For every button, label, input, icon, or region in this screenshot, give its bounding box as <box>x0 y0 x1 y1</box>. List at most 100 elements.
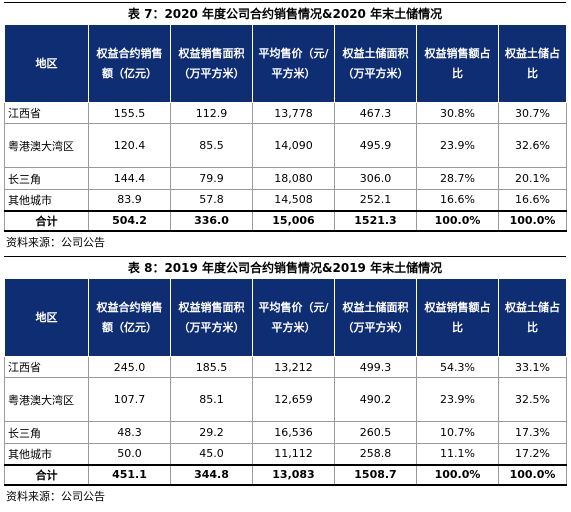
value-cell: 83.9 <box>88 189 171 211</box>
header-cell: 地区 <box>4 24 89 103</box>
value-cell: 260.5 <box>334 421 417 444</box>
header-cell: 权益土储占比 <box>498 24 567 103</box>
value-cell: 32.5% <box>498 377 567 422</box>
value-cell: 490.2 <box>334 377 417 422</box>
total-row: 合计 504.2 336.0 15,006 1521.3 100.0% 100.… <box>4 209 567 232</box>
table-row: 长三角 48.3 29.2 16,536 260.5 10.7% 17.3% <box>4 421 567 444</box>
value-cell: 20.1% <box>498 167 567 190</box>
value-cell: 107.7 <box>88 377 171 422</box>
table-caption: 表 7：2020 年度公司合约销售情况&2020 年末土储情况 <box>4 2 566 24</box>
source-note: 资料来源：公司公告 <box>6 235 105 249</box>
value-cell: 16,536 <box>252 421 335 444</box>
region-cell: 长三角 <box>4 167 89 190</box>
value-cell: 14,090 <box>252 123 335 168</box>
value-cell: 48.3 <box>88 421 171 444</box>
value-cell: 499.3 <box>334 356 417 378</box>
value-cell: 12,659 <box>252 377 335 422</box>
table-row: 江西省 155.5 112.9 13,778 467.3 30.8% 30.7% <box>4 102 567 124</box>
total-cell: 100.0% <box>416 463 499 486</box>
value-cell: 17.3% <box>498 421 567 444</box>
value-cell: 32.6% <box>498 123 567 168</box>
value-cell: 13,778 <box>252 102 335 124</box>
table-caption: 表 8：2019 年度公司合约销售情况&2019 年末土储情况 <box>4 256 566 278</box>
total-cell: 100.0% <box>498 209 567 232</box>
header-row: 地区 权益合约销售额（亿元） 权益销售面积（万平方米） 平均售价（元/平方米） … <box>4 24 567 103</box>
value-cell: 13,212 <box>252 356 335 378</box>
header-cell: 权益土储面积（万平方米） <box>334 24 417 103</box>
value-cell: 85.1 <box>170 377 253 422</box>
value-cell: 306.0 <box>334 167 417 190</box>
table-block-2020: 表 7：2020 年度公司合约销售情况&2020 年末土储情况 地区 权益合约销… <box>4 2 567 254</box>
table-row: 长三角 144.4 79.9 18,080 306.0 28.7% 20.1% <box>4 167 567 190</box>
value-cell: 18,080 <box>252 167 335 190</box>
header-cell: 权益销售面积（万平方米） <box>170 278 253 357</box>
value-cell: 30.8% <box>416 102 499 124</box>
total-cell: 13,083 <box>252 463 335 486</box>
total-cell: 1508.7 <box>334 463 417 486</box>
header-cell: 权益销售额占比 <box>416 278 499 357</box>
region-cell: 其他城市 <box>4 443 89 465</box>
total-cell: 451.1 <box>88 463 171 486</box>
table-block-2019: 表 8：2019 年度公司合约销售情况&2019 年末土储情况 地区 权益合约销… <box>4 256 567 508</box>
value-cell: 29.2 <box>170 421 253 444</box>
header-cell: 地区 <box>4 278 89 357</box>
value-cell: 120.4 <box>88 123 171 168</box>
total-label: 合计 <box>4 209 89 232</box>
header-cell: 权益合约销售额（亿元） <box>88 278 171 357</box>
header-cell: 权益销售面积（万平方米） <box>170 24 253 103</box>
total-row: 合计 451.1 344.8 13,083 1508.7 100.0% 100.… <box>4 463 567 486</box>
total-label: 合计 <box>4 463 89 486</box>
header-cell: 平均售价（元/平方米） <box>252 278 335 357</box>
value-cell: 33.1% <box>498 356 567 378</box>
value-cell: 14,508 <box>252 189 335 211</box>
table-row: 粤港澳大湾区 120.4 85.5 14,090 495.9 23.9% 32.… <box>4 123 567 168</box>
region-cell: 粤港澳大湾区 <box>4 123 89 168</box>
value-cell: 57.8 <box>170 189 253 211</box>
value-cell: 79.9 <box>170 167 253 190</box>
value-cell: 495.9 <box>334 123 417 168</box>
table-row: 其他城市 50.0 45.0 11,112 258.8 11.1% 17.2% <box>4 443 567 465</box>
source-note: 资料来源：公司公告 <box>6 489 105 503</box>
table-row: 粤港澳大湾区 107.7 85.1 12,659 490.2 23.9% 32.… <box>4 377 567 422</box>
value-cell: 23.9% <box>416 377 499 422</box>
sales-table-2019: 地区 权益合约销售额（亿元） 权益销售面积（万平方米） 平均售价（元/平方米） … <box>4 278 567 486</box>
region-cell: 江西省 <box>4 102 89 124</box>
total-cell: 15,006 <box>252 209 335 232</box>
value-cell: 10.7% <box>416 421 499 444</box>
value-cell: 258.8 <box>334 443 417 465</box>
total-cell: 100.0% <box>416 209 499 232</box>
value-cell: 54.3% <box>416 356 499 378</box>
header-cell: 权益土储面积（万平方米） <box>334 278 417 357</box>
value-cell: 112.9 <box>170 102 253 124</box>
value-cell: 16.6% <box>416 189 499 211</box>
value-cell: 11.1% <box>416 443 499 465</box>
value-cell: 30.7% <box>498 102 567 124</box>
value-cell: 155.5 <box>88 102 171 124</box>
region-cell: 粤港澳大湾区 <box>4 377 89 422</box>
header-cell: 权益土储占比 <box>498 278 567 357</box>
value-cell: 45.0 <box>170 443 253 465</box>
table-row: 其他城市 83.9 57.8 14,508 252.1 16.6% 16.6% <box>4 189 567 211</box>
value-cell: 28.7% <box>416 167 499 190</box>
value-cell: 11,112 <box>252 443 335 465</box>
total-cell: 100.0% <box>498 463 567 486</box>
region-cell: 江西省 <box>4 356 89 378</box>
total-cell: 336.0 <box>170 209 253 232</box>
region-cell: 其他城市 <box>4 189 89 211</box>
value-cell: 467.3 <box>334 102 417 124</box>
total-cell: 1521.3 <box>334 209 417 232</box>
value-cell: 185.5 <box>170 356 253 378</box>
table-row: 江西省 245.0 185.5 13,212 499.3 54.3% 33.1% <box>4 356 567 378</box>
value-cell: 252.1 <box>334 189 417 211</box>
value-cell: 144.4 <box>88 167 171 190</box>
value-cell: 85.5 <box>170 123 253 168</box>
value-cell: 23.9% <box>416 123 499 168</box>
value-cell: 16.6% <box>498 189 567 211</box>
sales-table-2020: 地区 权益合约销售额（亿元） 权益销售面积（万平方米） 平均售价（元/平方米） … <box>4 24 567 232</box>
total-cell: 344.8 <box>170 463 253 486</box>
value-cell: 50.0 <box>88 443 171 465</box>
value-cell: 245.0 <box>88 356 171 378</box>
header-cell: 权益合约销售额（亿元） <box>88 24 171 103</box>
total-cell: 504.2 <box>88 209 171 232</box>
region-cell: 长三角 <box>4 421 89 444</box>
